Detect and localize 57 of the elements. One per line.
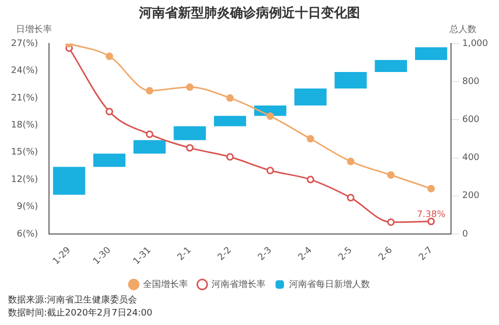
bar (133, 140, 166, 154)
x-tick-label: 2-7 (417, 245, 435, 263)
x-tick-label: 2-4 (296, 245, 314, 263)
y2-tick-label: 800 (462, 77, 480, 88)
y2-tick-label: 0 (462, 229, 468, 240)
bar (294, 88, 327, 106)
y-tick-label: 24(%) (10, 66, 38, 76)
x-tick-label: 2-1 (176, 245, 194, 263)
point (387, 171, 395, 179)
text: 数据时间:截止2020年2月7日24:00 (8, 307, 153, 318)
point (387, 218, 395, 226)
data-label: 7.38% (416, 210, 446, 220)
chart-title: 河南省新型肺炎确诊病例近十日变化图 (138, 5, 360, 22)
y2-axis-title: 总人数 (448, 24, 477, 35)
point (186, 83, 194, 91)
point (427, 218, 435, 226)
y-tick-label: 21(%) (10, 93, 38, 104)
source-note: 数据来源:河南省卫生健康委员会 (8, 294, 138, 306)
legend-label: 河南省增长率 (211, 278, 266, 290)
x-tick-label: 2-2 (216, 245, 234, 263)
point (106, 52, 114, 60)
y2-tick-label: 1,000 (462, 38, 488, 49)
point (146, 130, 154, 138)
point (346, 158, 354, 166)
point (427, 184, 435, 192)
y-tick-label: 15(%) (10, 148, 38, 158)
y2-tick-label: 200 (462, 191, 480, 202)
point (106, 108, 114, 116)
point (306, 176, 314, 184)
point (226, 94, 234, 102)
point (266, 166, 274, 174)
y-tick-label: 9(%) (16, 202, 38, 212)
y-tick-label: 12(%) (10, 174, 38, 185)
point (146, 86, 154, 94)
y2-tick-label: 600 (462, 115, 480, 126)
x-tick-label: 2-5 (336, 245, 354, 263)
bar (93, 154, 126, 167)
point (266, 112, 274, 120)
point (226, 153, 234, 161)
y-tick-label: 6(%) (16, 229, 38, 240)
bar (214, 116, 246, 126)
bar (415, 47, 448, 60)
bar (174, 126, 206, 140)
y2-tick-label: 400 (462, 153, 480, 164)
y-tick-label: 18(%) (10, 120, 38, 131)
y-tick-label: 27(%) (10, 38, 38, 49)
point (186, 144, 194, 152)
bar (334, 72, 367, 89)
point (306, 135, 314, 143)
point (346, 194, 354, 202)
bar (374, 60, 407, 72)
x-tick-label: 2-6 (377, 245, 395, 263)
x-tick-label: 2-3 (256, 245, 274, 263)
legend-label: 全国增长率 (142, 278, 188, 290)
y-axis-title: 日增长率 (16, 24, 52, 35)
bar (53, 166, 86, 195)
legend-label: 河南省每日新增人数 (288, 278, 370, 290)
